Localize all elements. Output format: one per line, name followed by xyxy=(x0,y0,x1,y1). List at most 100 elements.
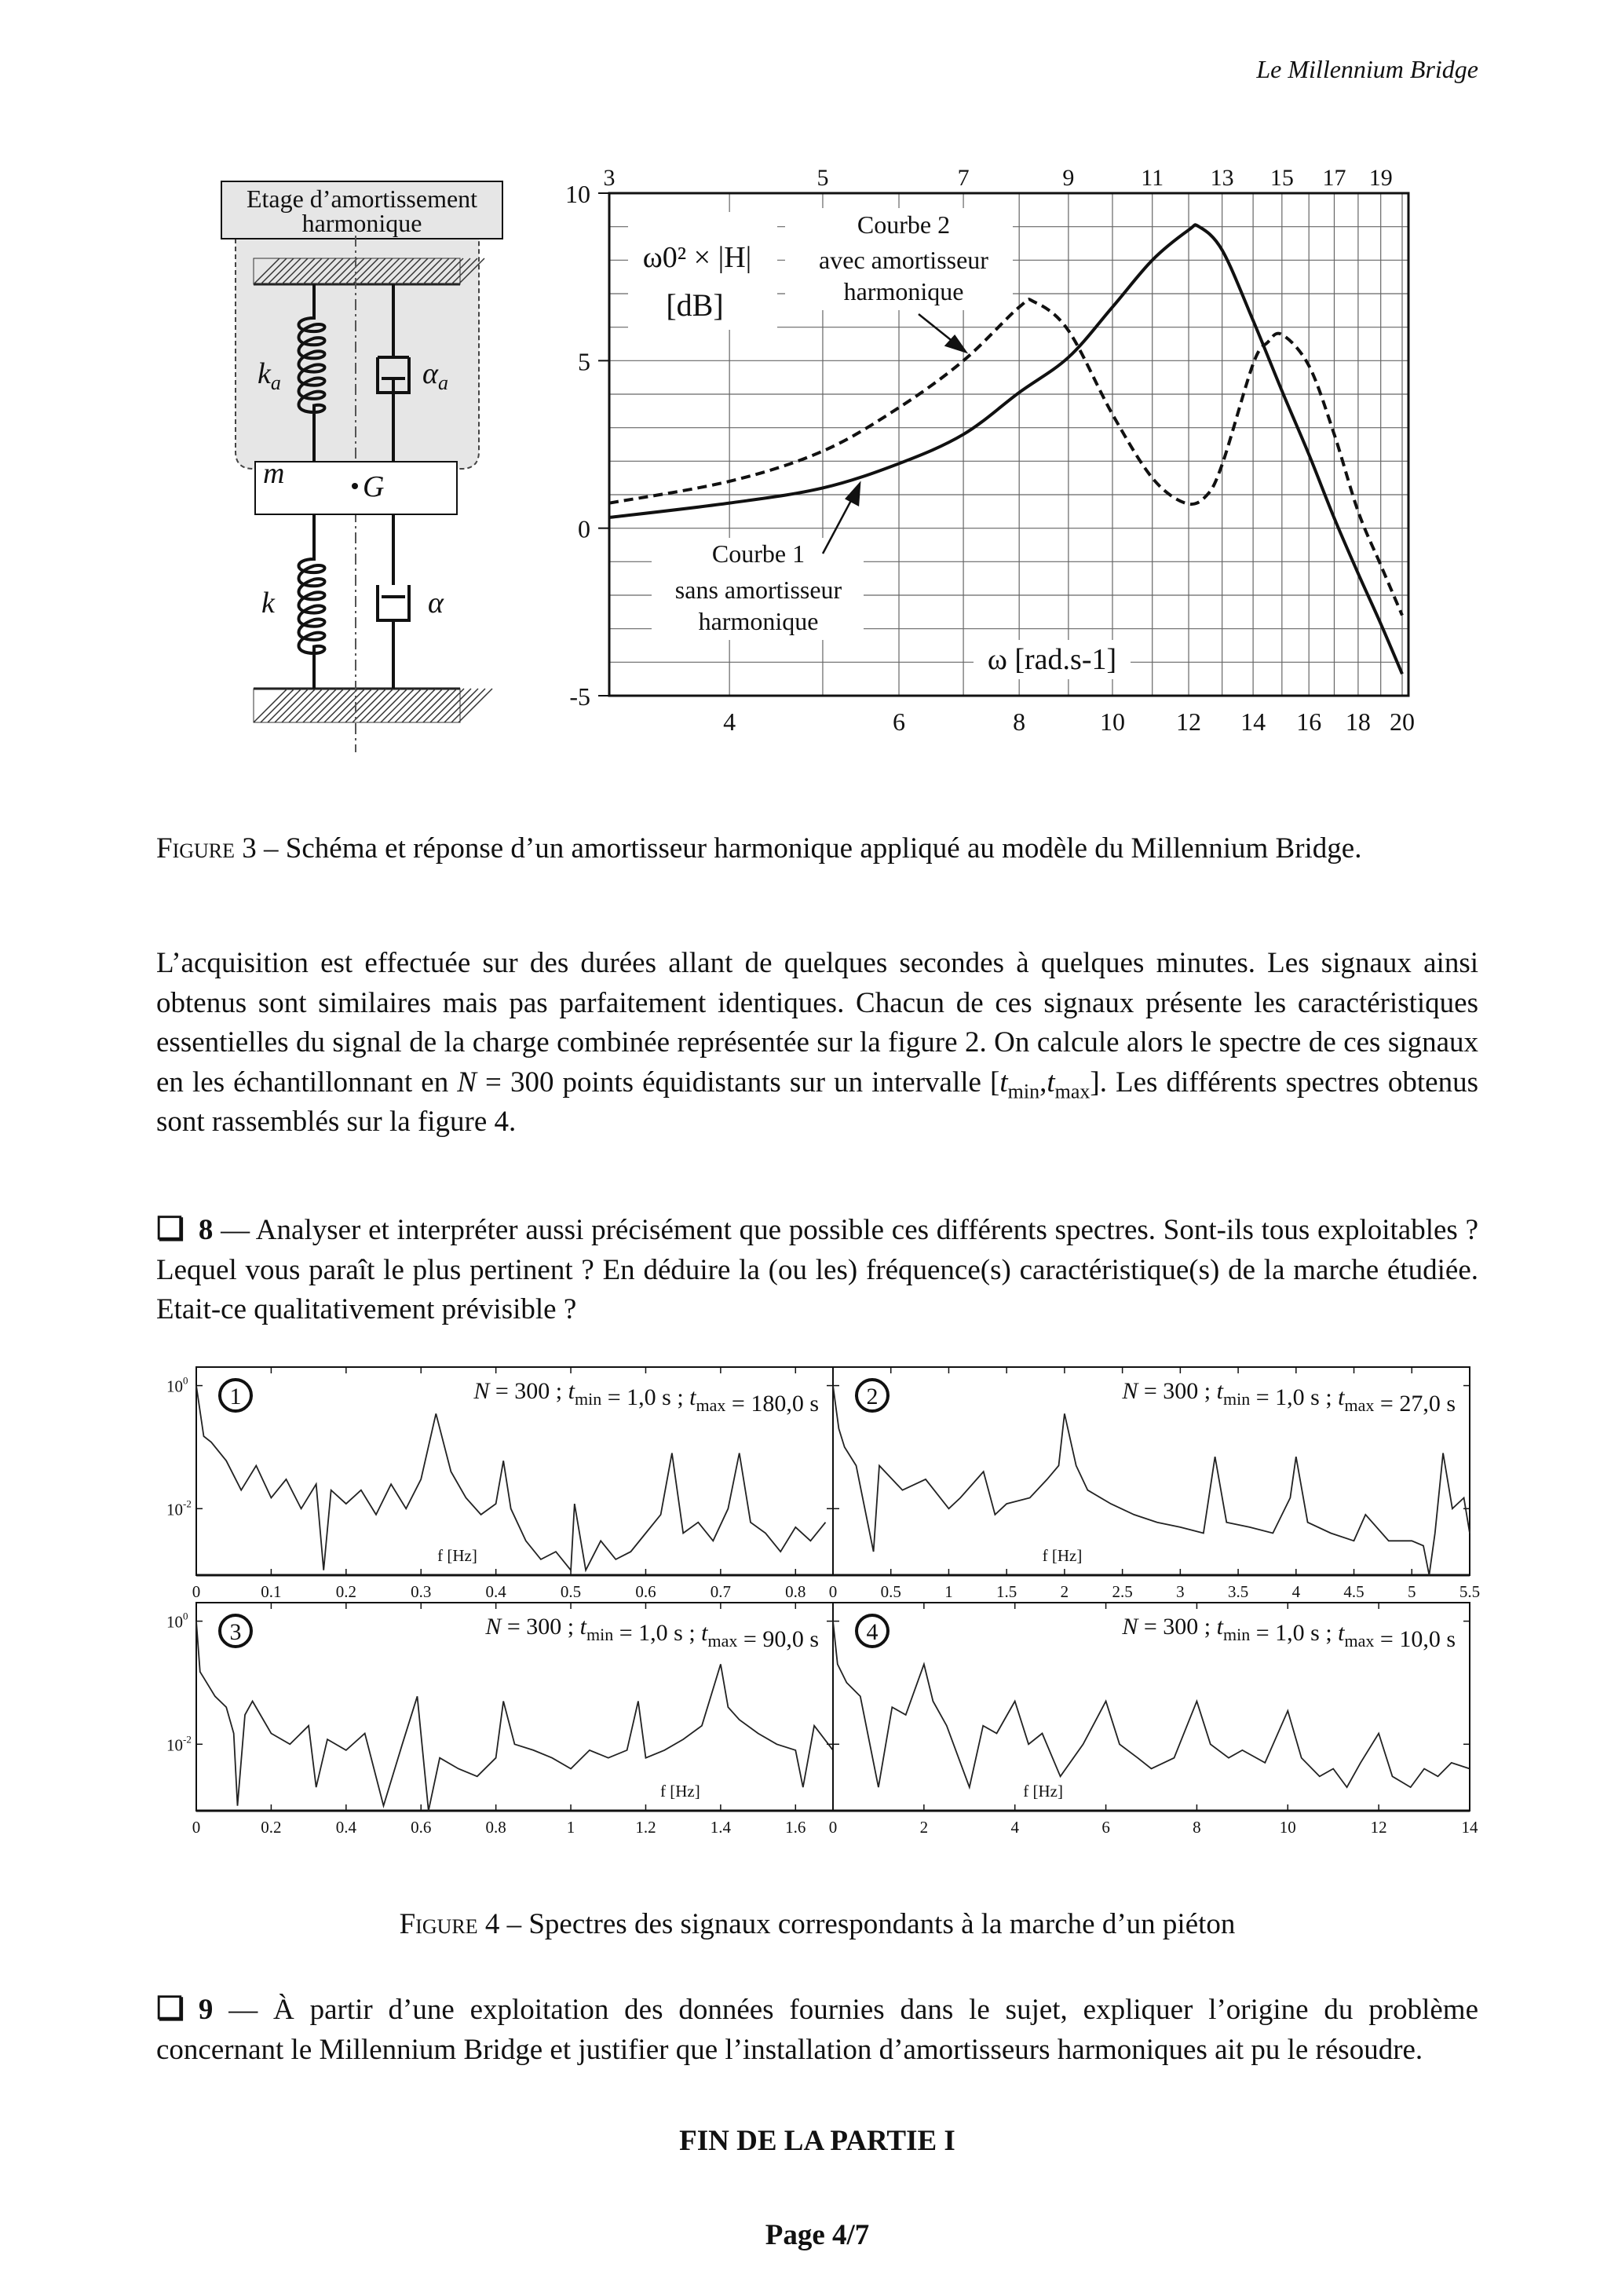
hatch-line xyxy=(260,688,295,723)
figure4-label: Figure 4 xyxy=(399,1908,500,1940)
chart-grid: 10 5 0 -5 4 6 8 10 12 14 16 18 20 3 5 7 9 11 13 15 17 19 xyxy=(565,165,1415,736)
annotation-part: t xyxy=(1338,1620,1345,1646)
x-tick-label: 0.8 xyxy=(785,1582,806,1601)
figure3-text: – Schéma et réponse d’un amortisseur har… xyxy=(256,832,1362,865)
paragraph-segment: , xyxy=(1039,1066,1047,1099)
frequency-response-chart: 10 5 0 -5 4 6 8 10 12 14 16 18 20 3 5 7 9 11 13 15 17 19 ω0² … xyxy=(565,165,1415,736)
hatch-line xyxy=(260,258,287,285)
annotation-part: min xyxy=(575,1389,601,1409)
y-tick-label: -5 xyxy=(569,682,590,711)
x-tick-label-top: 17 xyxy=(1322,165,1346,191)
panel-number: 3 xyxy=(230,1619,242,1645)
hatch-line xyxy=(429,688,465,723)
hatch-line xyxy=(359,688,394,723)
y-tick-base: 10 xyxy=(166,1735,183,1754)
annotation-part: = xyxy=(1138,1378,1163,1404)
hatch-line xyxy=(444,258,471,285)
damping-stage-region xyxy=(235,239,480,470)
hatch-line xyxy=(359,258,386,285)
x-tick-label: 5 xyxy=(1408,1582,1416,1601)
question-number: 9 xyxy=(198,1994,214,2026)
hatch-line xyxy=(394,688,429,723)
hatch-line xyxy=(281,258,309,285)
panel-number: 4 xyxy=(867,1619,879,1645)
hatch-line xyxy=(387,688,422,723)
x-tick-label: 1.2 xyxy=(635,1818,656,1837)
annotation-part: 180,0 s xyxy=(751,1391,819,1417)
annotation-part: ; xyxy=(1198,1614,1216,1640)
paragraph-segment: min xyxy=(1007,1079,1040,1102)
hatch-line xyxy=(267,688,302,723)
hatch-line xyxy=(366,688,401,723)
plot-frame xyxy=(608,192,1410,697)
hatch-line xyxy=(274,688,309,723)
chart-labels: ω0² × |H| [dB] Courbe 2 avec amortisseur… xyxy=(628,208,1131,679)
y-tick-exponent: 0 xyxy=(183,1610,188,1622)
hatch-line xyxy=(437,258,464,285)
annotation-part: = xyxy=(501,1614,526,1640)
hatch-line xyxy=(345,258,372,285)
x-tick-label-bottom: 4 xyxy=(723,707,736,736)
annotation-part: min xyxy=(1223,1625,1250,1644)
x-tick-label: 1.5 xyxy=(996,1582,1017,1601)
fixed-supports xyxy=(253,258,493,723)
hatch-line xyxy=(415,258,443,285)
x-tick-label: 0.6 xyxy=(635,1582,656,1601)
spectrum-line xyxy=(195,1385,827,1573)
x-tick-label: 0 xyxy=(829,1818,838,1837)
annotation-part: 1,0 s xyxy=(1275,1620,1320,1646)
hatch-line xyxy=(380,258,407,285)
x-tick-label: 4 xyxy=(1292,1582,1301,1601)
damping-stage-label-line1: Etage d’amortissement xyxy=(247,185,477,213)
y-tick-label: 100 xyxy=(166,1375,188,1396)
hatch-line xyxy=(422,258,450,285)
hatch-line xyxy=(316,688,352,723)
x-tick-label-top: 3 xyxy=(604,165,616,191)
y-tick-label: 0 xyxy=(578,515,590,543)
support-frame xyxy=(253,258,461,285)
annotation-part: 90,0 s xyxy=(762,1626,819,1652)
label-alpha-a: αa xyxy=(422,357,448,394)
x-tick-label: 5.5 xyxy=(1459,1582,1480,1601)
x-tick-label: 8 xyxy=(1193,1818,1201,1837)
x-axis-label: f [Hz] xyxy=(437,1546,477,1565)
x-tick-label: 14 xyxy=(1462,1818,1479,1837)
spectrum-panel-4: 0 2 4 6 8 10 12 144 N = 300 ; tmin = 1,0 s ; tma… xyxy=(829,1602,1479,1837)
panel-number-circle xyxy=(855,1378,890,1413)
paragraph-segment: t xyxy=(999,1066,1008,1099)
curve2-label-line1: Courbe 2 xyxy=(857,210,950,239)
x-tick-label: 2 xyxy=(920,1818,929,1837)
hatch-line xyxy=(338,258,365,285)
x-tick-label: 0.8 xyxy=(486,1818,506,1837)
annotation-part: ; xyxy=(1320,1384,1338,1410)
y-tick-label: 5 xyxy=(578,347,590,375)
annotation-part: = xyxy=(725,1391,751,1417)
spectrum-line xyxy=(195,1621,834,1812)
x-tick-label: 0.4 xyxy=(336,1818,357,1837)
x-tick-label: 3.5 xyxy=(1228,1582,1248,1601)
panel-number-circle xyxy=(855,1614,890,1648)
y-axis-label: ω0² × |H| xyxy=(643,241,752,274)
y-tick-label: 10 xyxy=(565,180,590,208)
y-tick-exponent: -2 xyxy=(183,1497,192,1509)
hatch-line xyxy=(288,688,323,723)
hatch-line xyxy=(437,688,472,723)
checkbox-icon: ❏ xyxy=(156,1211,184,1246)
annotation-part: 27,0 s xyxy=(1399,1391,1456,1417)
end-of-part-title: FIN DE LA PARTIE I xyxy=(679,2125,955,2157)
annotation-part: = xyxy=(1250,1620,1275,1646)
hatch-line xyxy=(451,258,478,285)
annotation-part: N xyxy=(473,1378,491,1404)
hatch-line xyxy=(380,688,415,723)
question-text: — À partir d’une exploitation des donnée… xyxy=(156,1994,1478,2066)
x-tick-label-top: 9 xyxy=(1062,165,1074,191)
y-tick-label: 10-2 xyxy=(166,1733,192,1754)
x-tick-label-bottom: 12 xyxy=(1176,707,1201,736)
series-1-line xyxy=(608,223,1404,675)
x-tick-label: 0 xyxy=(829,1582,838,1601)
x-tick-label: 4 xyxy=(1010,1818,1019,1837)
x-tick-label-bottom: 14 xyxy=(1240,707,1266,736)
annotation-part: min xyxy=(1223,1389,1250,1409)
hatch-line xyxy=(401,688,437,723)
panel-number: 2 xyxy=(867,1384,879,1409)
